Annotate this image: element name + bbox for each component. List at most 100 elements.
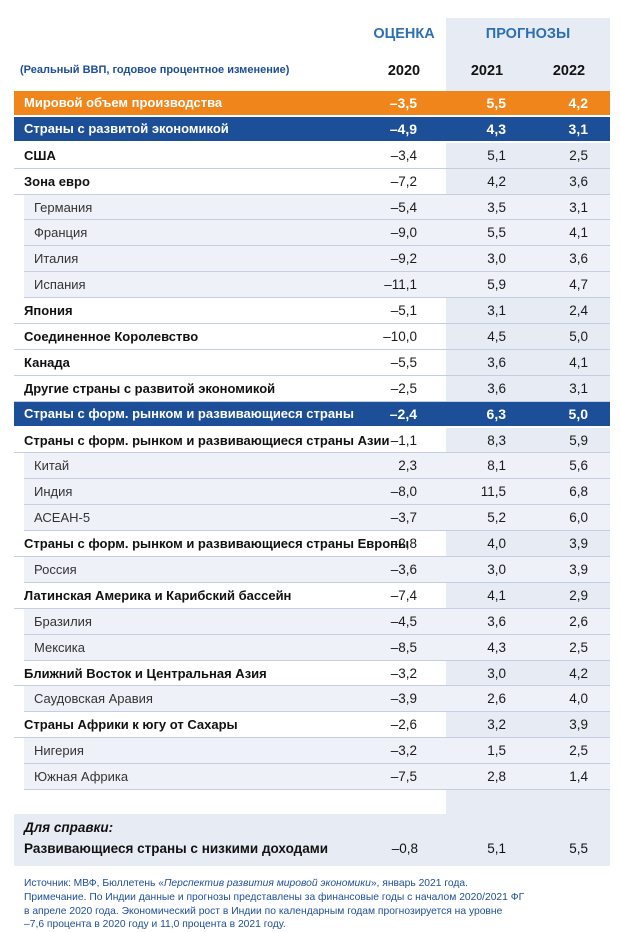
value-2022: 2,5 <box>569 639 588 655</box>
value-2020: 2,3 <box>398 458 417 474</box>
value-2020: –3,4 <box>390 147 417 163</box>
row-name: Канада <box>24 354 70 370</box>
row-name: Франция <box>34 225 88 241</box>
reference-row-name: Развивающиеся страны с низкими доходами <box>24 841 329 856</box>
table-row: Италия –9,2 3,0 3,6 <box>24 246 610 273</box>
value-2020: –3,2 <box>390 665 417 681</box>
value-2020: –9,2 <box>390 251 417 267</box>
table-row: Индия –8,0 11,5 6,8 <box>24 479 610 506</box>
value-2022: 2,6 <box>569 613 588 629</box>
reference-value-2021: 5,1 <box>487 841 506 856</box>
value-2022: 2,5 <box>569 743 588 759</box>
value-2020: –2,8 <box>390 536 417 552</box>
value-2021: 3,0 <box>487 561 506 577</box>
value-2022: 4,2 <box>569 665 588 681</box>
row-name: Нигерия <box>34 743 84 759</box>
row-name: Мировой объем производства <box>24 95 223 111</box>
value-2021: 8,3 <box>487 432 506 448</box>
value-2022: 6,8 <box>569 484 588 500</box>
table-row: Китай 2,3 8,1 5,6 <box>24 453 610 480</box>
row-name: Страны с форм. рынком и развивающиеся ст… <box>24 406 355 422</box>
reference-value-2020: –0,8 <box>391 841 418 856</box>
value-2020: –5,1 <box>390 303 417 319</box>
table-subtitle: (Реальный ВВП, годовое процентное измене… <box>20 64 290 76</box>
source-publication-title: Перспектив развития мировой экономики <box>163 878 371 889</box>
table-row: Страны с форм. рынком и развивающиеся ст… <box>14 401 610 428</box>
table-row: Канада –5,5 3,6 4,1 <box>14 350 610 376</box>
table-row: Саудовская Аравия –3,9 2,6 4,0 <box>24 686 610 713</box>
value-2020: –2,6 <box>390 717 417 733</box>
value-2021: 4,2 <box>487 173 506 189</box>
value-2020: –7,4 <box>390 587 417 603</box>
row-name: Саудовская Аравия <box>34 691 153 707</box>
source-line: Источник: МВФ, Бюллетень «Перспектив раз… <box>24 877 614 891</box>
value-2022: 1,4 <box>569 769 588 785</box>
value-2022: 3,1 <box>569 199 588 215</box>
value-2020: –5,5 <box>390 354 417 370</box>
table-row: Бразилия –4,5 3,6 2,6 <box>24 608 610 635</box>
value-2021: 3,5 <box>487 199 506 215</box>
value-2021: 5,5 <box>486 94 506 111</box>
value-2022: 2,9 <box>569 587 588 603</box>
value-2022: 3,6 <box>569 173 588 189</box>
value-2021: 4,3 <box>487 639 506 655</box>
row-name: Другие страны с развитой экономикой <box>24 380 276 396</box>
reference-value-2022: 5,5 <box>569 841 588 856</box>
value-2022: 4,0 <box>569 691 588 707</box>
value-2022: 5,6 <box>569 458 588 474</box>
source-prefix: Источник: МВФ, Бюллетень « <box>24 878 164 889</box>
value-2022: 3,9 <box>569 536 588 552</box>
row-name: Китай <box>34 458 70 474</box>
value-2022: 5,0 <box>569 328 588 344</box>
value-2022: 3,1 <box>568 120 588 137</box>
row-name: Страны с форм. рынком и развивающиеся ст… <box>24 536 410 552</box>
value-2020: –2,4 <box>389 405 417 422</box>
value-2022: 3,9 <box>569 561 588 577</box>
value-2021: 4,1 <box>487 587 506 603</box>
value-2020: –5,4 <box>390 199 417 215</box>
value-2022: 4,1 <box>569 225 588 241</box>
table-row: Страны с развитой экономикой –4,9 4,3 3,1 <box>14 116 610 143</box>
reference-section-background <box>14 814 610 866</box>
value-2021: 3,6 <box>487 380 506 396</box>
projections-column-background <box>446 18 610 866</box>
gdp-table: Мировой объем производства –3,5 5,5 4,2 Стра… <box>14 91 610 791</box>
table-row: Россия –3,6 3,0 3,9 <box>24 557 610 583</box>
value-2022: 4,1 <box>569 354 588 370</box>
row-name: Зона евро <box>24 173 90 189</box>
row-name: Страны с форм. рынком и развивающиеся ст… <box>24 432 390 448</box>
row-name: Ближний Восток и Центральная Азия <box>24 665 267 681</box>
value-2021: 1,5 <box>487 743 506 759</box>
year-2022-header: 2022 <box>552 63 586 79</box>
value-2020: –3,6 <box>390 561 417 577</box>
value-2021: 5,5 <box>487 225 506 241</box>
reference-title: Для справки: <box>24 820 114 835</box>
value-2020: –2,5 <box>390 380 417 396</box>
year-2020-header: 2020 <box>387 63 421 79</box>
value-2022: 3,9 <box>569 717 588 733</box>
row-name: Испания <box>34 277 86 293</box>
value-2020: –4,5 <box>390 613 417 629</box>
value-2021: 2,6 <box>487 691 506 707</box>
row-name: Германия <box>34 199 93 215</box>
table-row: США –3,4 5,1 2,5 <box>14 143 610 169</box>
value-2021: 5,1 <box>487 147 506 163</box>
table-row: Другие страны с развитой экономикой –2,5 3… <box>14 376 610 402</box>
value-2022: 4,7 <box>569 277 588 293</box>
value-2021: 4,3 <box>486 120 506 137</box>
value-2020: –8,0 <box>390 484 417 500</box>
value-2020: –10,0 <box>383 328 417 344</box>
value-2022: 5,9 <box>569 432 588 448</box>
row-name: Япония <box>24 303 73 319</box>
table-row: Ближний Восток и Центральная Азия –3,2 3,0… <box>14 661 610 687</box>
value-2021: 3,0 <box>487 665 506 681</box>
value-2020: –8,5 <box>390 639 417 655</box>
value-2022: 3,1 <box>569 380 588 396</box>
value-2020: –1,1 <box>390 432 417 448</box>
value-2022: 6,0 <box>569 510 588 526</box>
note-line-3: –7,6 процента в 2020 году и 11,0 процент… <box>24 919 286 931</box>
table-row: АСЕАН-5 –3,7 5,2 6,0 <box>24 505 610 532</box>
value-2020: –3,2 <box>390 743 417 759</box>
forecasts-header: ПРОГНОЗЫ <box>485 26 571 42</box>
value-2020: –3,5 <box>389 94 417 111</box>
